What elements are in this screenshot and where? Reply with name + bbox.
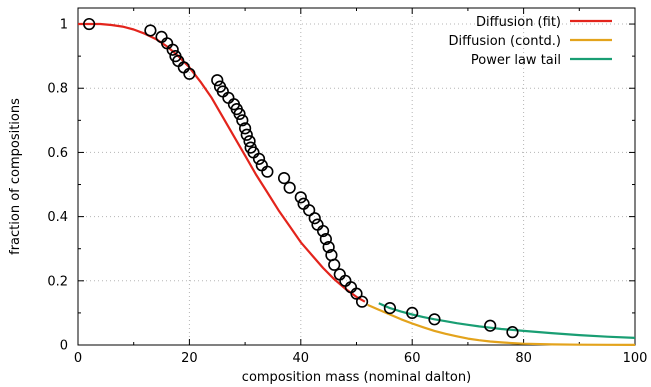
data-point — [328, 258, 341, 271]
data-point — [350, 287, 363, 300]
data-point — [240, 128, 253, 141]
data-point — [83, 17, 96, 31]
series-line — [367, 303, 636, 346]
data-point — [406, 306, 419, 320]
data-point — [261, 165, 274, 178]
data-point — [239, 122, 252, 135]
data-point — [294, 191, 307, 204]
data-point — [484, 319, 497, 332]
data-point — [344, 281, 358, 294]
data-point — [155, 30, 168, 43]
data-point — [316, 224, 330, 238]
y-tick-label: 0.8 — [47, 82, 68, 97]
data-point — [428, 313, 441, 326]
x-tick-label: 20 — [181, 351, 198, 366]
y-tick-label: 0 — [60, 339, 68, 354]
legend-label: Diffusion (fit) — [476, 15, 561, 30]
x-tick-label: 40 — [293, 351, 310, 366]
data-point — [222, 91, 235, 104]
data-point — [255, 159, 268, 172]
series-line — [78, 22, 366, 303]
x-tick-label: 60 — [404, 351, 421, 366]
data-point — [355, 295, 369, 308]
data-point — [144, 24, 157, 37]
x-tick-label: 100 — [623, 351, 648, 366]
y-axis-label: fraction of compositions — [8, 98, 23, 255]
data-point — [506, 326, 519, 339]
data-point — [252, 152, 266, 165]
data-point — [233, 107, 246, 121]
legend-label: Power law tail — [471, 53, 561, 68]
plot-area — [78, 17, 636, 346]
data-point — [303, 204, 316, 217]
data-point — [339, 274, 352, 287]
y-tick-label: 0.2 — [47, 274, 68, 289]
y-tick-label: 0.6 — [47, 146, 68, 161]
data-point — [243, 135, 256, 148]
data-point — [211, 74, 224, 87]
series-line — [378, 302, 636, 339]
data-point — [322, 241, 335, 254]
y-tick-label: 0.4 — [47, 210, 68, 225]
x-tick-label: 80 — [515, 351, 532, 366]
x-axis-label: composition mass (nominal dalton) — [242, 370, 471, 385]
data-point — [183, 67, 196, 80]
data-point — [383, 301, 397, 315]
data-point — [297, 197, 310, 210]
data-point — [166, 43, 179, 56]
legend-label: Diffusion (contd.) — [449, 34, 562, 49]
data-point — [319, 232, 332, 246]
y-tick-label: 1 — [60, 18, 68, 33]
data-point — [177, 61, 190, 74]
data-point — [311, 218, 324, 231]
x-tick-label: 0 — [74, 351, 82, 366]
data-point — [308, 212, 321, 225]
data-point — [236, 114, 249, 127]
data-point — [333, 268, 346, 281]
data-point — [277, 172, 291, 185]
legend: Diffusion (fit) Diffusion (contd.) Power l… — [449, 15, 612, 68]
data-point — [283, 181, 296, 194]
